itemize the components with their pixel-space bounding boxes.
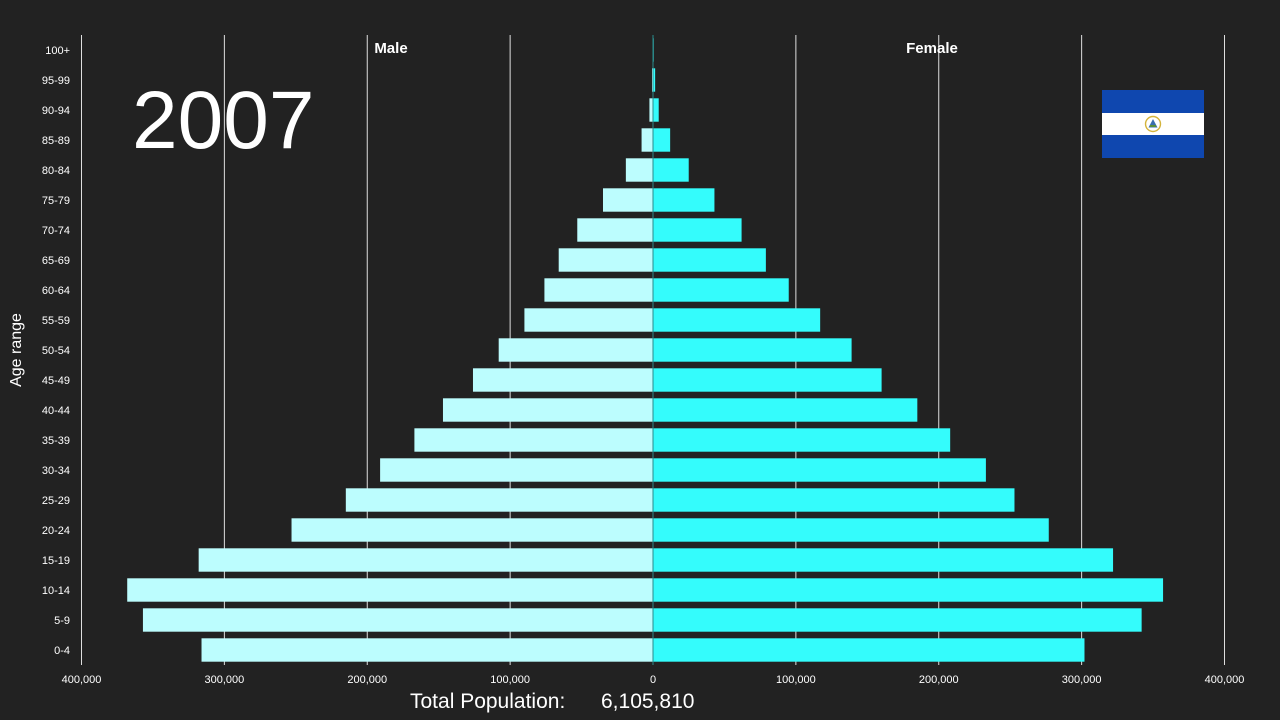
male-bar-10-14 — [127, 578, 654, 602]
female-bar-40-44 — [653, 398, 918, 422]
x-tick-label: 400,000 — [1205, 674, 1245, 686]
x-tick-label: 400,000 — [62, 674, 102, 686]
male-bar-30-34 — [380, 458, 653, 482]
female-bar-85-89 — [653, 128, 671, 152]
age-range-label: 20-24 — [42, 525, 70, 537]
male-bar-25-29 — [345, 488, 653, 512]
age-range-label: 65-69 — [42, 255, 70, 267]
female-header: Female — [906, 40, 958, 57]
female-bar-45-49 — [653, 368, 882, 392]
x-tick-label: 300,000 — [1062, 674, 1102, 686]
age-range-label: 25-29 — [42, 495, 70, 507]
male-bar-55-59 — [524, 308, 653, 332]
el-salvador-flag-icon — [1102, 90, 1204, 158]
total-population-value: 6,105,810 — [601, 690, 695, 713]
x-tick-label: 200,000 — [919, 674, 959, 686]
female-bar-10-14 — [653, 578, 1164, 602]
male-bar-65-69 — [558, 248, 653, 272]
female-bar-95-99 — [653, 68, 656, 92]
age-range-label: 90-94 — [42, 105, 70, 117]
female-bar-20-24 — [653, 518, 1049, 542]
age-range-label: 0-4 — [54, 645, 70, 657]
male-bar-40-44 — [442, 398, 653, 422]
age-range-label: 100+ — [45, 45, 70, 57]
male-bar-35-39 — [414, 428, 653, 452]
female-bar-50-54 — [653, 338, 852, 362]
age-range-label: 55-59 — [42, 315, 70, 327]
male-header: Male — [374, 40, 407, 57]
female-bar-55-59 — [653, 308, 821, 332]
female-bar-80-84 — [653, 158, 689, 182]
male-bar-70-74 — [577, 218, 653, 242]
age-range-label: 35-39 — [42, 435, 70, 447]
female-bar-90-94 — [653, 98, 659, 122]
female-bar-30-34 — [653, 458, 986, 482]
male-bar-90-94 — [649, 98, 653, 122]
male-bar-95-99 — [651, 68, 653, 92]
male-bar-15-19 — [198, 548, 653, 572]
male-bar-60-64 — [544, 278, 653, 302]
female-bar-5-9 — [653, 608, 1142, 632]
female-bar-25-29 — [653, 488, 1015, 512]
flag-stripe-top — [1102, 90, 1204, 113]
female-bar-15-19 — [653, 548, 1114, 572]
age-range-label: 95-99 — [42, 75, 70, 87]
age-range-label: 30-34 — [42, 465, 70, 477]
male-bar-0-4 — [201, 638, 653, 662]
age-range-label: 50-54 — [42, 345, 70, 357]
x-tick-label: 100,000 — [490, 674, 530, 686]
male-bar-5-9 — [142, 608, 653, 632]
female-bar-65-69 — [653, 248, 766, 272]
age-range-label: 15-19 — [42, 555, 70, 567]
age-range-label: 85-89 — [42, 135, 70, 147]
age-range-label: 60-64 — [42, 285, 70, 297]
x-tick-label: 0 — [650, 674, 656, 686]
age-range-label: 5-9 — [54, 615, 70, 627]
total-population-label: Total Population: — [410, 690, 566, 713]
male-bar-20-24 — [291, 518, 653, 542]
male-bar-45-49 — [472, 368, 653, 392]
female-bar-70-74 — [653, 218, 742, 242]
age-range-label: 45-49 — [42, 375, 70, 387]
male-bar-75-79 — [602, 188, 653, 212]
age-range-label: 40-44 — [42, 405, 70, 417]
age-range-label: 10-14 — [42, 585, 70, 597]
age-range-label: 80-84 — [42, 165, 70, 177]
x-tick-label: 200,000 — [347, 674, 387, 686]
year-label: 2007 — [132, 75, 315, 166]
age-range-label: 75-79 — [42, 195, 70, 207]
x-tick-label: 100,000 — [776, 674, 816, 686]
y-axis-label: Age range — [8, 313, 25, 387]
female-bar-60-64 — [653, 278, 789, 302]
coat-of-arms-icon — [1144, 115, 1162, 133]
male-bar-85-89 — [641, 128, 653, 152]
female-bar-75-79 — [653, 188, 715, 212]
x-tick-label: 300,000 — [204, 674, 244, 686]
female-bar-35-39 — [653, 428, 951, 452]
flag-stripe-bottom — [1102, 135, 1204, 158]
female-bar-0-4 — [653, 638, 1085, 662]
age-range-label: 70-74 — [42, 225, 70, 237]
male-bar-50-54 — [498, 338, 653, 362]
male-bar-80-84 — [625, 158, 653, 182]
